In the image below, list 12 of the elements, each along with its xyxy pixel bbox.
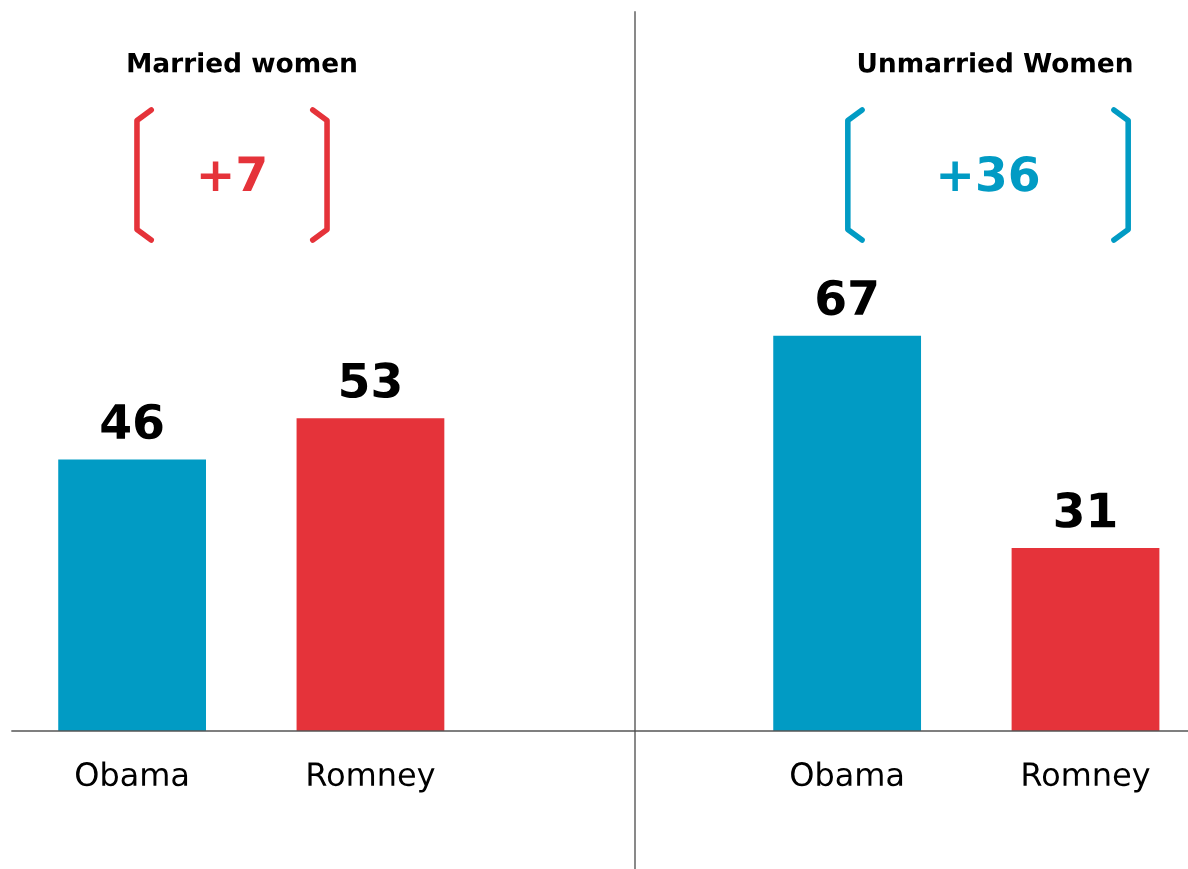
data-label: 53 (341, 362, 400, 399)
x-tick-label: Obama (791, 761, 903, 787)
chart-title: Married women (128, 52, 356, 73)
data-label: 67 (817, 279, 877, 316)
x-tick-label: Obama (76, 761, 188, 787)
x-tick-label: Romney (1023, 762, 1150, 793)
data-label: 31 (1055, 492, 1116, 528)
x-tick-label: Romney (308, 762, 435, 793)
chart-title: Unmarried Women (858, 52, 1132, 73)
text: +7 (200, 156, 265, 192)
text: +36 (940, 155, 1039, 192)
data-label: 46 (101, 403, 163, 440)
